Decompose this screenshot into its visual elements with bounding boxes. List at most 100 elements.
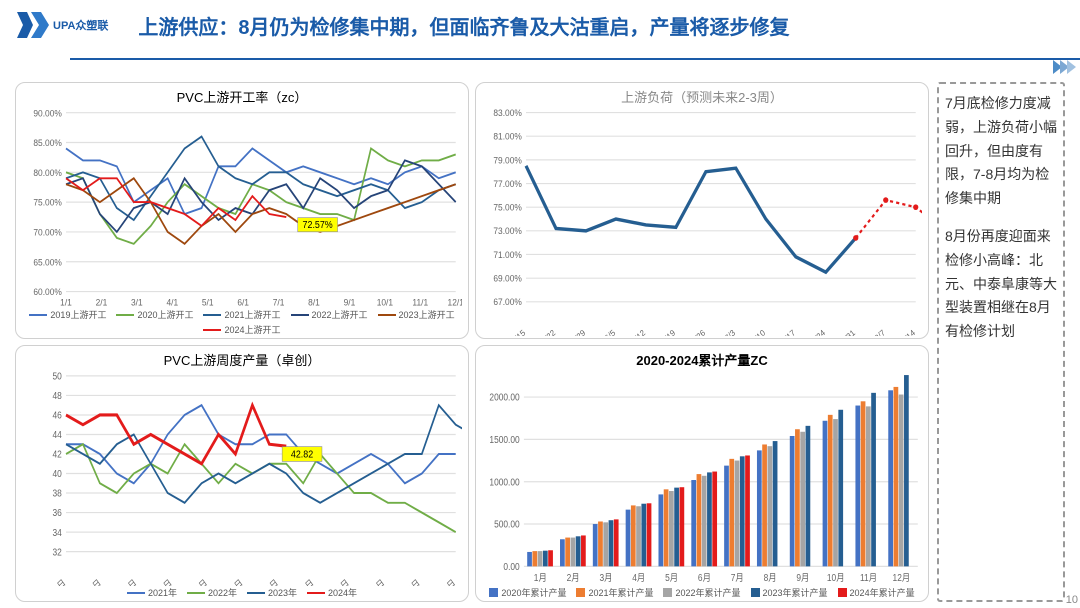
svg-text:2024/8/14: 2024/8/14 bbox=[885, 328, 918, 336]
svg-text:10/1: 10/1 bbox=[377, 297, 393, 308]
svg-text:81.00%: 81.00% bbox=[493, 131, 522, 141]
svg-text:12月: 12月 bbox=[893, 572, 911, 583]
legend-item: 2023上游开工 bbox=[378, 308, 455, 321]
svg-text:90.00%: 90.00% bbox=[33, 108, 61, 118]
svg-text:11月: 11月 bbox=[860, 572, 877, 583]
chart-title: PVC上游周度产量（卓创） bbox=[22, 350, 462, 369]
svg-text:69.00%: 69.00% bbox=[493, 273, 522, 283]
svg-text:2月: 2月 bbox=[567, 572, 580, 583]
svg-text:9/1: 9/1 bbox=[344, 297, 356, 308]
svg-text:2024/5/22: 2024/5/22 bbox=[525, 328, 558, 336]
legend: 2019上游开工2020上游开工2021上游开工2022上游开工2023上游开工… bbox=[22, 308, 462, 336]
chart-weekly-output: PVC上游周度产量（卓创） 323436384042444648501月1日2月… bbox=[15, 345, 469, 602]
content: PVC上游开工率（zc） 60.00%65.00%70.00%75.00%80.… bbox=[15, 82, 1065, 602]
svg-text:38: 38 bbox=[52, 488, 61, 499]
legend-item: 2024年 bbox=[307, 586, 357, 599]
divider bbox=[0, 58, 1080, 60]
svg-text:10月: 10月 bbox=[827, 572, 845, 583]
svg-text:12/1: 12/1 bbox=[448, 297, 462, 308]
svg-text:2月1日: 2月1日 bbox=[78, 577, 103, 586]
page-title: 上游供应：8月仍为检修集中期，但面临齐鲁及大沽重启，产量将逐步修复 bbox=[138, 11, 789, 40]
svg-text:10月1日: 10月1日 bbox=[358, 577, 386, 586]
legend-item: 2023年 bbox=[247, 586, 297, 599]
svg-text:12月1日: 12月1日 bbox=[429, 577, 457, 586]
svg-text:2024/5/15: 2024/5/15 bbox=[495, 328, 528, 336]
logo-icon bbox=[15, 8, 51, 42]
svg-text:7月: 7月 bbox=[731, 572, 744, 583]
note-2: 8月份再度迎面来检修小高峰：北元、中泰阜康等大型装置相继在8月有检修计划 bbox=[945, 225, 1057, 344]
svg-text:50: 50 bbox=[52, 371, 61, 382]
svg-text:2024/8/7: 2024/8/7 bbox=[858, 328, 887, 336]
svg-text:79.00%: 79.00% bbox=[493, 155, 522, 165]
svg-text:75.00%: 75.00% bbox=[493, 202, 522, 212]
legend-item: 2022年累计产量 bbox=[663, 586, 740, 599]
svg-text:4/1: 4/1 bbox=[166, 297, 178, 308]
svg-text:5月: 5月 bbox=[665, 572, 678, 583]
chart-title: 2020-2024累计产量ZC bbox=[482, 350, 922, 369]
legend-item: 2022年 bbox=[187, 586, 237, 599]
svg-text:70.00%: 70.00% bbox=[33, 227, 61, 238]
svg-text:3月1日: 3月1日 bbox=[113, 577, 138, 586]
note-1: 7月底检修力度减弱，上游负荷小幅回升，但由度有限，7-8月均为检修集中期 bbox=[945, 92, 1057, 211]
svg-text:73.00%: 73.00% bbox=[493, 226, 522, 236]
svg-text:1月: 1月 bbox=[534, 572, 547, 583]
svg-text:500.00: 500.00 bbox=[494, 519, 520, 530]
svg-text:2024/7/17: 2024/7/17 bbox=[765, 328, 798, 336]
svg-text:6/1: 6/1 bbox=[237, 297, 249, 308]
svg-text:71.00%: 71.00% bbox=[493, 250, 522, 260]
svg-text:2024/7/31: 2024/7/31 bbox=[825, 328, 858, 336]
svg-text:3/1: 3/1 bbox=[131, 297, 143, 308]
svg-text:5月1日: 5月1日 bbox=[184, 577, 209, 586]
svg-text:42: 42 bbox=[52, 449, 61, 460]
logo-text: UPA众塑联 bbox=[53, 17, 108, 33]
logo: UPA众塑联 bbox=[15, 8, 108, 42]
svg-text:83.00%: 83.00% bbox=[493, 108, 522, 118]
notes-sidebar: 7月底检修力度减弱，上游负荷小幅回升，但由度有限，7-8月均为检修集中期 8月份… bbox=[937, 82, 1065, 602]
chart-cumulative: 2020-2024累计产量ZC 0.00 500.00 1000.00 1500.00… bbox=[475, 345, 929, 602]
chart-load-forecast: 上游负荷（预测未来2-3周） 67.00%69.00%71.00%73.00%7… bbox=[475, 82, 929, 339]
legend-item: 2021年 bbox=[127, 586, 177, 599]
svg-text:48: 48 bbox=[52, 391, 61, 402]
svg-text:2024/7/3: 2024/7/3 bbox=[708, 328, 737, 336]
svg-text:2024/7/10: 2024/7/10 bbox=[735, 328, 768, 336]
svg-text:2/1: 2/1 bbox=[96, 297, 108, 308]
legend-item: 2024上游开工 bbox=[203, 323, 280, 336]
svg-text:8/1: 8/1 bbox=[308, 297, 320, 308]
legend-item: 2022上游开工 bbox=[291, 308, 368, 321]
svg-text:2000.00: 2000.00 bbox=[489, 392, 519, 403]
svg-text:40: 40 bbox=[52, 469, 61, 480]
svg-text:75.00%: 75.00% bbox=[33, 197, 61, 208]
svg-text:2024/5/29: 2024/5/29 bbox=[555, 328, 588, 336]
svg-text:4月1日: 4月1日 bbox=[149, 577, 174, 586]
chart-operating-rate: PVC上游开工率（zc） 60.00%65.00%70.00%75.00%80.… bbox=[15, 82, 469, 339]
svg-text:8月1日: 8月1日 bbox=[291, 577, 316, 586]
chart-title: 上游负荷（预测未来2-3周） bbox=[482, 87, 922, 106]
svg-text:4月: 4月 bbox=[632, 572, 645, 583]
svg-text:44: 44 bbox=[52, 430, 61, 441]
svg-text:46: 46 bbox=[52, 410, 61, 421]
svg-text:1500.00: 1500.00 bbox=[489, 434, 519, 445]
svg-text:1/1: 1/1 bbox=[60, 297, 72, 308]
svg-text:5/1: 5/1 bbox=[202, 297, 214, 308]
svg-text:2024/6/19: 2024/6/19 bbox=[645, 328, 678, 336]
svg-text:3月: 3月 bbox=[599, 572, 612, 583]
svg-text:1000.00: 1000.00 bbox=[489, 477, 519, 488]
svg-text:77.00%: 77.00% bbox=[493, 179, 522, 189]
legend: 2021年 2022年 2023年 2024年 bbox=[22, 586, 462, 599]
svg-text:0.00: 0.00 bbox=[503, 561, 519, 572]
svg-text:80.00%: 80.00% bbox=[33, 167, 61, 178]
svg-text:8月: 8月 bbox=[764, 572, 777, 583]
legend-item: 2019上游开工 bbox=[29, 308, 106, 321]
svg-text:32: 32 bbox=[52, 547, 61, 558]
legend-item: 2020年累计产量 bbox=[489, 586, 566, 599]
charts-grid: PVC上游开工率（zc） 60.00%65.00%70.00%75.00%80.… bbox=[15, 82, 929, 602]
svg-text:6月1日: 6月1日 bbox=[220, 577, 245, 586]
svg-text:7/1: 7/1 bbox=[273, 297, 285, 308]
svg-text:65.00%: 65.00% bbox=[33, 257, 61, 268]
svg-text:11/1: 11/1 bbox=[412, 297, 428, 308]
svg-text:2024/7/24: 2024/7/24 bbox=[795, 328, 828, 336]
svg-text:72.57%: 72.57% bbox=[303, 220, 334, 232]
svg-text:36: 36 bbox=[52, 508, 61, 519]
svg-text:2024/6/26: 2024/6/26 bbox=[675, 328, 708, 336]
svg-text:34: 34 bbox=[52, 527, 61, 538]
